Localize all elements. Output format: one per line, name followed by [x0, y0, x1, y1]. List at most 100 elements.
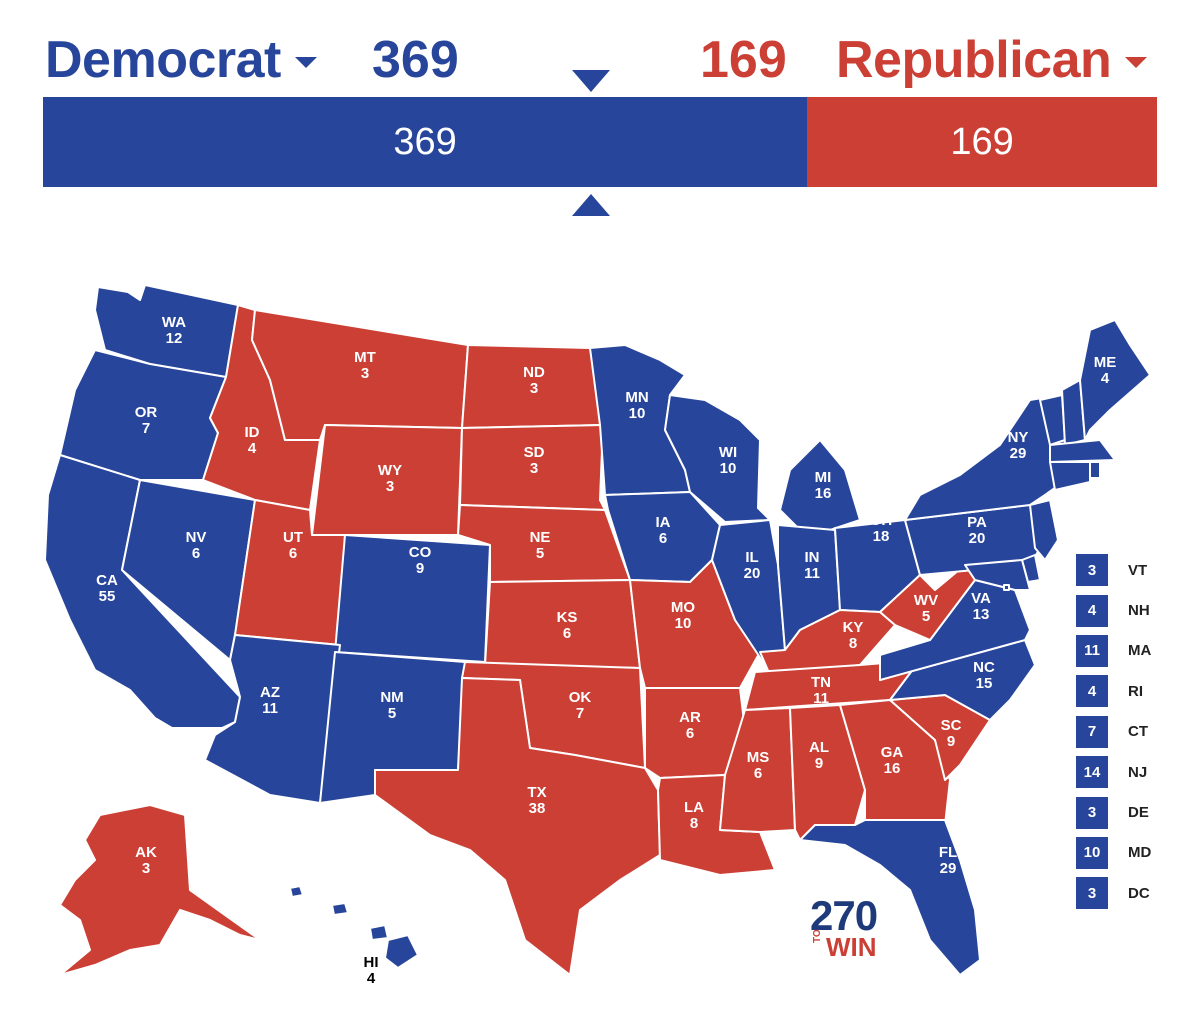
state-ev-fl: 29	[940, 860, 957, 877]
legend-ev-box[interactable]: 3	[1076, 877, 1108, 910]
state-label-id: ID	[245, 424, 260, 441]
legend-state-abbr: NH	[1128, 602, 1150, 620]
state-label-ar: AR	[679, 709, 701, 726]
state-ev-oh: 18	[873, 528, 890, 545]
state-label-nc: NC	[973, 659, 995, 676]
header: Democrat 369 169 Republican	[0, 0, 1200, 100]
state-nj[interactable]	[1029, 499, 1059, 561]
state-label-ks: KS	[557, 609, 578, 626]
state-ev-co: 9	[416, 560, 424, 577]
state-hi[interactable]	[289, 885, 419, 969]
state-ev-tx: 38	[529, 800, 546, 817]
state-ev-wv: 5	[922, 608, 930, 625]
democrat-bar-segment: 369	[43, 97, 808, 187]
state-label-oh: OH	[870, 512, 893, 529]
legend-state-abbr: DC	[1128, 884, 1150, 902]
state-ev-az: 11	[262, 700, 278, 717]
state-ev-mn: 10	[629, 405, 646, 422]
state-ev-ut: 6	[289, 545, 297, 562]
state-label-wa: WA	[162, 314, 186, 331]
small-states-legend: 3 VT 4 NH 11 MA 4 RI 7 CT 14 NJ 3 DE 10 MD 3 DC	[1076, 550, 1186, 914]
state-label-ne: NE	[530, 529, 551, 546]
state-ev-mo: 10	[675, 615, 692, 632]
state-ev-sc: 9	[947, 733, 955, 750]
republican-party-selector[interactable]: Republican	[836, 30, 1148, 90]
state-ev-ok: 7	[576, 705, 584, 722]
state-dc[interactable]	[1003, 584, 1010, 591]
state-sd[interactable]	[459, 424, 606, 511]
state-ev-ks: 6	[563, 625, 571, 642]
state-label-pa: PA	[967, 514, 987, 531]
state-mi[interactable]	[779, 439, 861, 531]
legend-ev-box[interactable]: 11	[1076, 634, 1108, 667]
state-ev-tn: 11	[813, 690, 829, 707]
legend-state-abbr: MD	[1128, 844, 1152, 862]
legend-row-md: 10 MD	[1076, 833, 1186, 873]
state-ev-sd: 3	[530, 460, 538, 477]
state-ev-wa: 12	[166, 330, 183, 347]
state-label-ca: CA	[96, 572, 118, 589]
state-me[interactable]	[1079, 319, 1151, 441]
state-label-ga: GA	[881, 744, 904, 761]
legend-ev-box[interactable]: 4	[1076, 594, 1108, 627]
state-label-sc: SC	[941, 717, 962, 734]
legend-ev-box[interactable]: 7	[1076, 715, 1108, 748]
state-tx[interactable]	[374, 677, 661, 976]
legend-row-de: 3 DE	[1076, 792, 1186, 832]
state-label-fl: FL	[939, 844, 957, 861]
state-ri[interactable]	[1089, 461, 1101, 479]
state-ev-wy: 3	[386, 478, 394, 495]
state-label-wy: WY	[378, 462, 402, 479]
state-nc[interactable]	[879, 639, 1036, 721]
state-label-nd: ND	[523, 364, 545, 381]
state-ev-al: 9	[815, 755, 823, 772]
state-ak[interactable]	[59, 804, 261, 976]
state-ev-wi: 10	[720, 460, 737, 477]
state-label-ut: UT	[283, 529, 303, 546]
state-ev-nd: 3	[530, 380, 538, 397]
democrat-party-selector[interactable]: Democrat	[45, 30, 317, 90]
state-ev-la: 8	[690, 815, 698, 832]
state-ca[interactable]	[44, 454, 241, 729]
state-ev-mi: 16	[815, 485, 832, 502]
state-ev-nc: 15	[976, 675, 993, 692]
state-ma[interactable]	[1049, 439, 1116, 463]
state-ev-in: 11	[804, 565, 820, 582]
legend-ev-box[interactable]: 4	[1076, 675, 1108, 708]
state-label-va: VA	[971, 590, 991, 607]
state-fl[interactable]	[799, 819, 981, 976]
state-label-wv: WV	[914, 592, 938, 609]
logo-number: 270	[810, 892, 878, 939]
state-label-la: LA	[684, 799, 704, 816]
state-md[interactable]	[964, 559, 1031, 591]
state-label-wi: WI	[719, 444, 737, 461]
legend-state-abbr: MA	[1128, 642, 1152, 660]
state-ev-ca: 55	[99, 588, 116, 605]
legend-ev-box[interactable]: 14	[1076, 756, 1108, 789]
state-label-nm: NM	[380, 689, 403, 706]
state-label-ms: MS	[747, 749, 770, 766]
state-ct[interactable]	[1049, 461, 1091, 491]
democrat-total: 369	[372, 31, 459, 89]
legend-ev-box[interactable]: 3	[1076, 796, 1108, 829]
state-label-sd: SD	[524, 444, 545, 461]
state-ev-ny: 29	[1010, 445, 1027, 462]
republican-bar-segment: 169	[807, 97, 1157, 187]
270-marker-bottom-icon	[572, 194, 610, 216]
electoral-vote-bar: 369 169	[43, 97, 1157, 187]
state-label-ak: AK	[135, 844, 157, 861]
logo-win: WIN	[826, 932, 877, 962]
republican-label: Republican	[836, 31, 1112, 89]
state-label-al: AL	[809, 739, 829, 756]
legend-state-abbr: DE	[1128, 804, 1149, 822]
legend-ev-box[interactable]: 3	[1076, 554, 1108, 587]
chevron-down-icon	[1125, 56, 1148, 68]
state-label-me: ME	[1094, 354, 1117, 371]
chevron-down-icon	[294, 56, 317, 68]
legend-ev-box[interactable]: 10	[1076, 836, 1108, 869]
270-marker-top-icon	[572, 70, 610, 92]
legend-row-dc: 3 DC	[1076, 873, 1186, 913]
state-ev-pa: 20	[969, 530, 986, 547]
legend-row-vt: 3 VT	[1076, 550, 1186, 590]
